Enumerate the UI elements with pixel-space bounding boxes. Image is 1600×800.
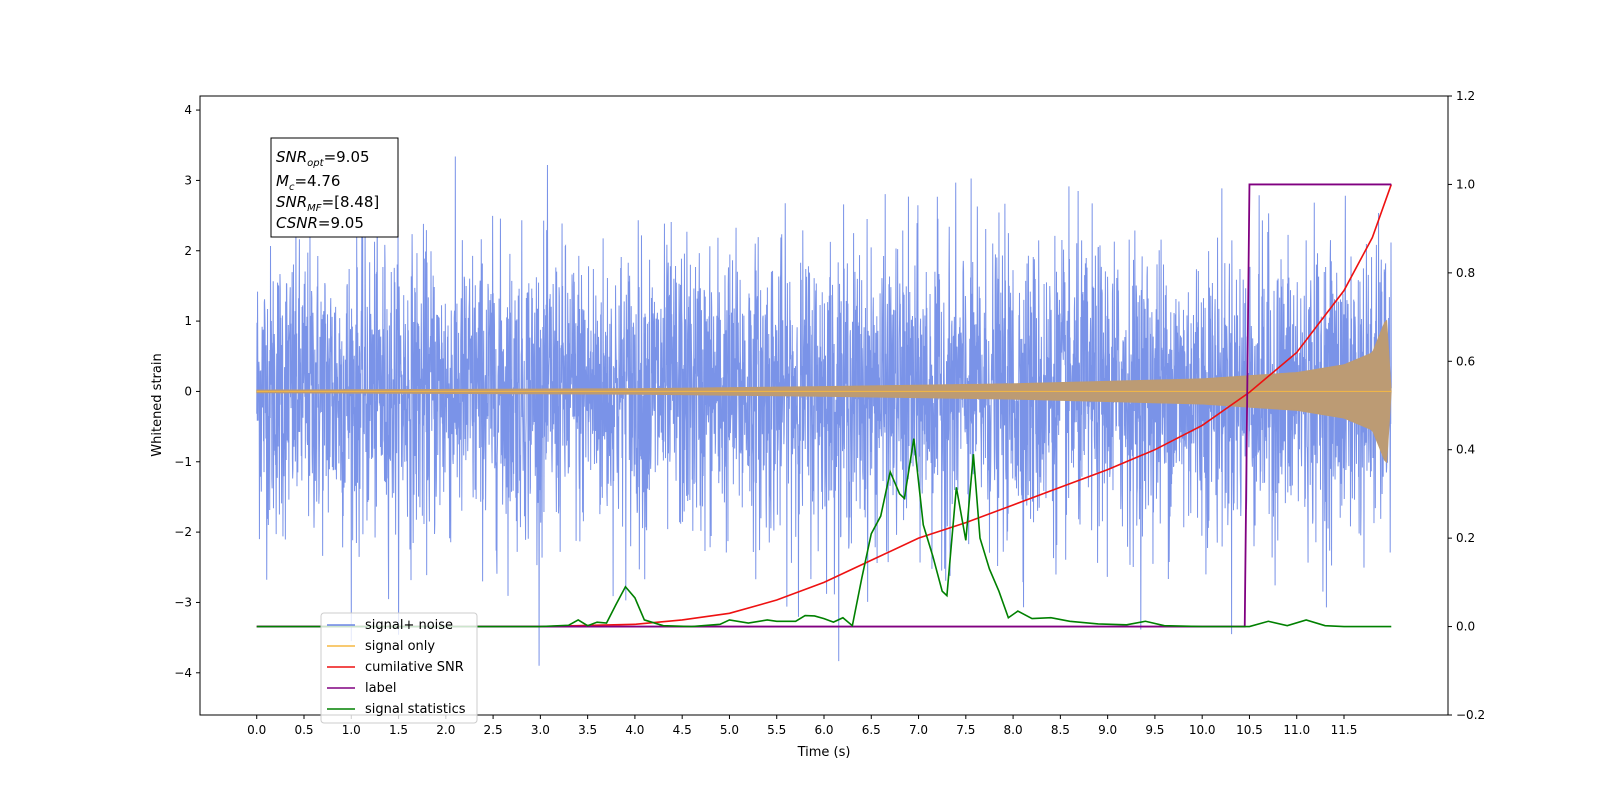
series-signal-noise-line [256,156,1392,666]
y-tick-label: −1 [174,455,192,469]
annotation-snr-opt: SNRopt=9.05 [276,148,370,169]
y-right-tick-label: 1.2 [1456,89,1475,103]
x-tick-label: 11.5 [1331,723,1358,737]
x-tick-label: 3.0 [531,723,550,737]
x-tick-label: 9.0 [1098,723,1117,737]
y-axis-left-ticks: 4 3 2 1 0 −1 −2 −3 −4 [174,103,200,680]
annotation-snr-mf: SNRMF=[8.48] [276,193,379,214]
x-axis-label: Time (s) [797,745,851,760]
series-cumulative-snr-line [256,184,1393,628]
y-axis-label: Whitened strain [150,353,165,456]
y-right-tick-label: 0.0 [1456,620,1475,634]
x-tick-label: 4.0 [625,723,644,737]
legend-item-signal-noise: signal+ noise [327,618,453,633]
series-signal-statistics-line [256,438,1392,628]
y-right-tick-label: 0.4 [1456,443,1475,457]
y-tick-label: −2 [174,525,192,539]
annotation-csnr: CSNR=9.05 [276,214,364,232]
annotation-mc: Mc=4.76 [276,172,340,193]
y-tick-label: 4 [184,103,192,117]
y-tick-label: −3 [174,595,192,609]
x-tick-label: 6.5 [862,723,881,737]
y-tick-label: 0 [184,384,192,398]
legend-item-signal-statistics: signal statistics [327,702,466,717]
annotation-box-frame [270,137,399,238]
y-tick-label: 3 [184,173,192,187]
legend-frame [320,612,478,724]
x-tick-label: 4.5 [673,723,692,737]
y-right-tick-label: 0.2 [1456,531,1475,545]
x-tick-label: 0.0 [247,723,266,737]
y-right-tick-label: 0.8 [1456,266,1475,280]
x-tick-label: 7.0 [909,723,928,737]
y-right-tick-label: 1.0 [1456,177,1475,191]
x-tick-label: 5.0 [720,723,739,737]
x-tick-label: 11.0 [1283,723,1310,737]
snr-annotation-box: SNRopt=9.05 Mc=4.76 SNRMF=[8.48] CSNR=9.… [270,137,399,238]
y-axis-right-ticks: 1.2 1.0 0.8 0.6 0.4 0.2 0.0 −0.2 [1448,89,1485,722]
plot-area [256,156,1393,666]
legend-label-signal-noise: signal+ noise [365,618,453,633]
x-tick-label: 10.5 [1236,723,1263,737]
series-label-line [256,183,1392,628]
x-tick-label: 2.0 [436,723,455,737]
x-axis-ticks: 0.0 0.5 1.0 1.5 2.0 2.5 3.0 3.5 4.0 4.5 5.0 5.5 6.0 6… [247,715,1357,737]
x-tick-label: 10.0 [1189,723,1216,737]
x-tick-label: 7.5 [956,723,975,737]
legend-label-signal-only: signal only [365,639,435,654]
y-right-tick-label: −0.2 [1456,708,1485,722]
y-tick-label: −4 [174,666,192,680]
x-tick-label: 9.5 [1145,723,1164,737]
legend-label-signal-statistics: signal statistics [365,702,466,717]
y-tick-label: 1 [184,314,192,328]
y-tick-label: 2 [184,244,192,258]
legend-item-cumulative-snr: cumilative SNR [327,660,464,675]
x-tick-label: 0.5 [294,723,313,737]
legend-item-signal-only: signal only [327,639,435,654]
y-right-tick-label: 0.6 [1456,354,1475,368]
x-tick-label: 8.5 [1051,723,1070,737]
legend-label-cumulative-snr: cumilative SNR [365,660,464,675]
x-tick-label: 1.0 [342,723,361,737]
x-tick-label: 5.5 [767,723,786,737]
x-tick-label: 1.5 [389,723,408,737]
x-tick-label: 6.0 [814,723,833,737]
x-tick-label: 8.0 [1004,723,1023,737]
legend: signal+ noise signal only cumilative SNR… [320,612,478,724]
legend-item-label: label [327,681,396,696]
x-tick-label: 2.5 [484,723,503,737]
x-tick-label: 3.5 [578,723,597,737]
legend-label-label: label [365,681,396,696]
